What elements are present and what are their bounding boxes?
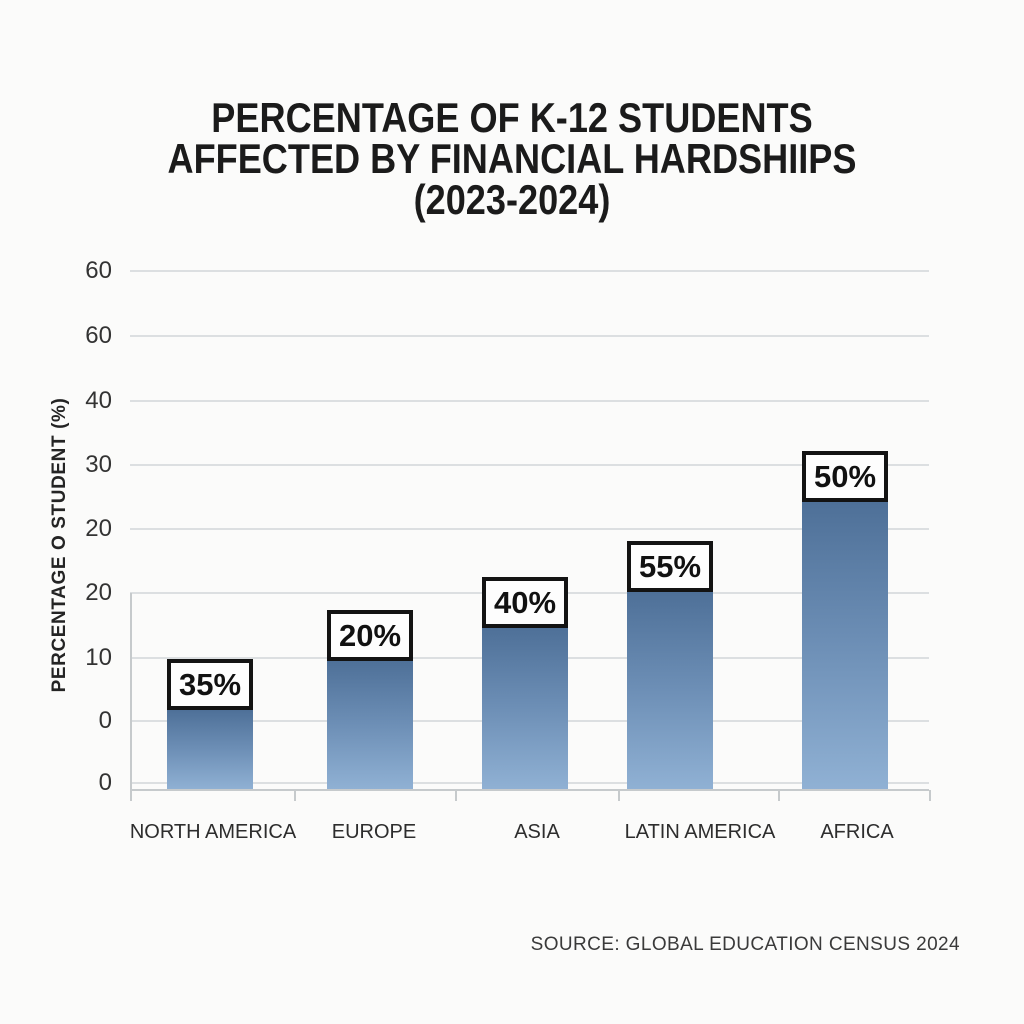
x-axis-tick (929, 790, 931, 801)
bar-europe (327, 661, 413, 790)
bar-value-label-box: 40% (482, 577, 568, 628)
x-category-label: ASIA (514, 821, 560, 843)
bar-north-america (167, 710, 253, 790)
x-category-label: EUROPE (331, 821, 417, 843)
x-category-label: AFRICA (820, 821, 894, 843)
x-category-label: NORTH AMERICA (129, 821, 297, 843)
x-axis-line (130, 789, 929, 791)
gridline (130, 270, 929, 272)
bar-latin-america (627, 592, 713, 790)
bar-value-label-box: 20% (327, 610, 413, 661)
chart-title-line-2: AFFECTED BY FINANCIAL HARDSHIIPS (167, 135, 857, 182)
chart-title-line-3: (2023-2024) (413, 176, 611, 223)
bar-africa (802, 502, 888, 790)
bar-value-label-box: 55% (627, 541, 713, 592)
gridline (130, 400, 929, 402)
gridline (130, 335, 929, 337)
y-tick-label: 20 (85, 579, 112, 606)
bar-value-label-box: 35% (167, 659, 253, 710)
chart-title: PERCENTAGE OF K-12 STUDENTS AFFECTED BY … (72, 94, 953, 223)
y-tick-label: 20 (85, 515, 112, 542)
x-category-label: LATIN AMERICA (624, 821, 776, 843)
x-axis-tick (130, 790, 132, 801)
y-tick-label: 60 (85, 322, 112, 349)
source-note: SOURCE: GLOBAL EDUCATION CENSUS 2024 (530, 934, 960, 955)
chart-title-line-1: PERCENTAGE OF K-12 STUDENTS (211, 94, 813, 141)
x-axis-tick (778, 790, 780, 801)
x-axis-tick (455, 790, 457, 801)
bar-asia (482, 628, 568, 790)
gridline (130, 528, 929, 530)
bar-value-label-box: 50% (802, 451, 888, 502)
y-tick-label: 40 (85, 387, 112, 414)
y-tick-label: 60 (85, 257, 112, 284)
y-tick-label: 30 (85, 451, 112, 478)
y-axis-line-segment (130, 593, 132, 790)
x-axis-tick (618, 790, 620, 801)
x-axis-tick (294, 790, 296, 801)
gridline (130, 464, 929, 466)
y-tick-label: 0 (98, 707, 112, 734)
y-tick-label: 10 (85, 644, 112, 671)
y-tick-label: 0 (98, 769, 112, 796)
